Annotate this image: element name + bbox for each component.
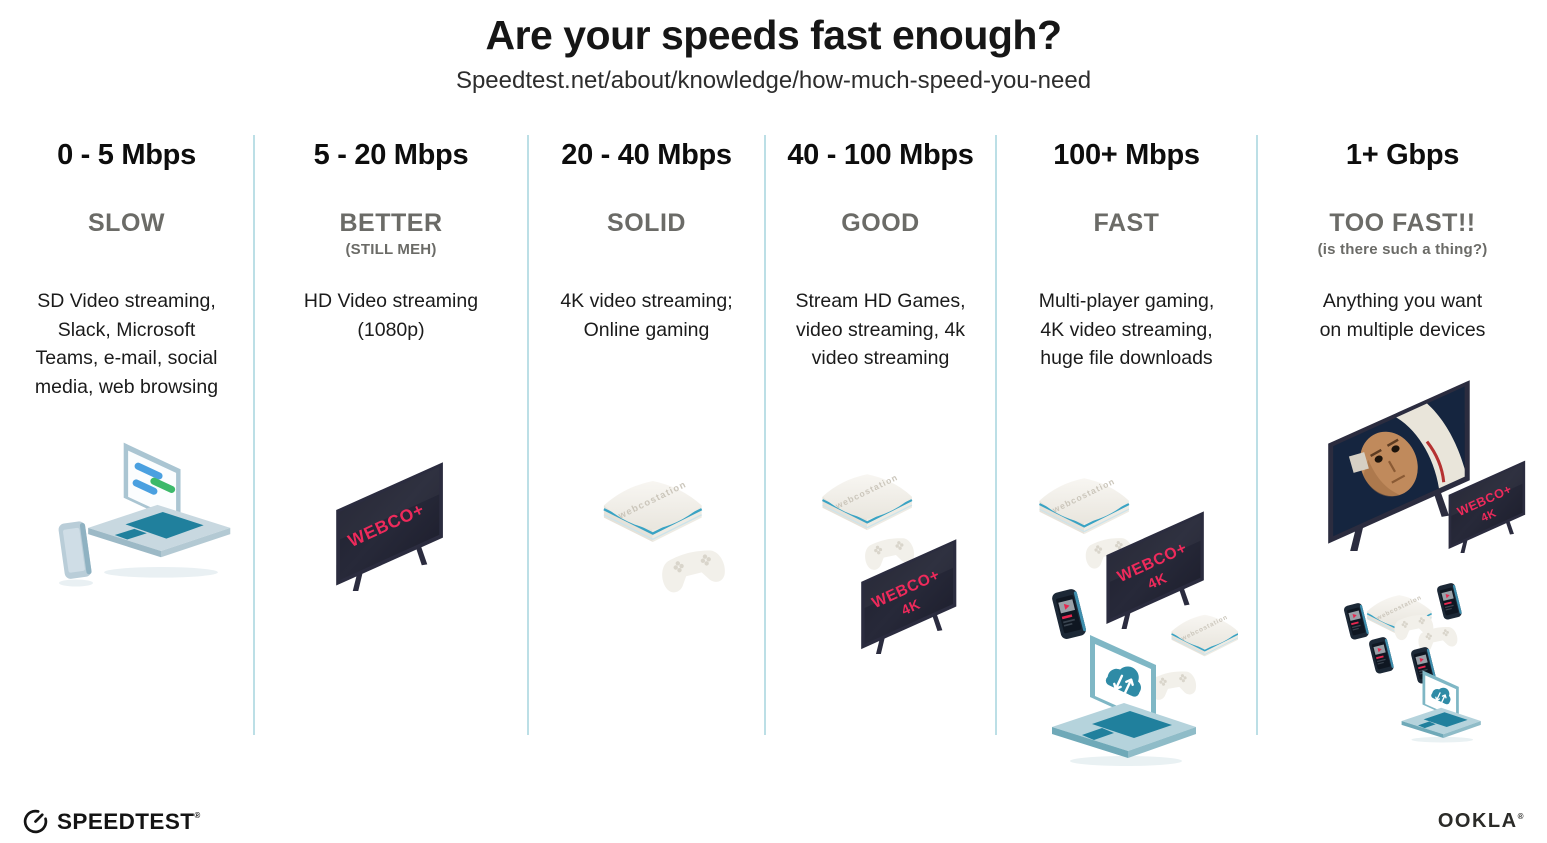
smartphone-video-icon: [1436, 582, 1463, 621]
tier-description: Stream HD Games, video streaming, 4k vid…: [795, 290, 966, 370]
speed-range: 5 - 20 Mbps: [313, 139, 469, 172]
speed-range: 40 - 100 Mbps: [787, 139, 974, 172]
tier-description: HD Video streaming (1080p): [303, 290, 479, 341]
tier-description: 4K video streaming; Online gaming: [560, 290, 733, 341]
page-title: Are your speeds fast enough?: [485, 12, 1062, 58]
column-20-40-mbps: 20 - 40 Mbps SOLID 4K video streaming; O…: [529, 135, 766, 736]
speed-tier-columns: 0 - 5 Mbps SLOW SD Video streaming, Slac…: [0, 135, 1547, 768]
tv-4k-label: 4K: [1145, 570, 1169, 593]
everything-illustration: WEBCO+ 4K: [1328, 380, 1526, 744]
tier-description: Multi-player gaming, 4K video streaming,…: [1038, 290, 1215, 370]
game-console-icon: [1038, 474, 1130, 536]
smartphone-video-icon: [1343, 602, 1370, 641]
tier-description: Anything you want on multiple devices: [1319, 290, 1486, 341]
column-5-20-mbps: 5 - 20 Mbps BETTER (STILL MEH) HD Video …: [255, 135, 529, 736]
column-1-plus-gbps: 1+ Gbps TOO FAST!! (is there such a thin…: [1258, 135, 1547, 744]
tier-label: GOOD: [841, 209, 920, 238]
tier-note: (STILL MEH): [345, 241, 437, 259]
speed-range: 0 - 5 Mbps: [57, 139, 196, 172]
column-40-100-mbps: 40 - 100 Mbps GOOD Stream HD Games, vide…: [766, 135, 997, 736]
column-0-5-mbps: 0 - 5 Mbps SLOW SD Video streaming, Slac…: [0, 135, 255, 736]
game-console-icon: [821, 470, 913, 532]
game-console-icon: [602, 477, 703, 544]
speedtest-logo: SPEEDTEST®: [22, 808, 201, 835]
ookla-logo: OOKLA®: [1437, 810, 1525, 832]
registered-mark: ®: [1517, 812, 1525, 821]
laptop-cloud-download-icon: [1400, 669, 1482, 744]
hd-tv-illustration: WEBCO+: [336, 462, 443, 592]
laptop-chat-icon: [88, 442, 231, 578]
game-controller-icon: [657, 545, 728, 595]
tv-4k-label: 4K: [899, 596, 923, 618]
tv-4k-label: 4K: [1479, 507, 1498, 524]
tier-label: BETTER: [339, 209, 443, 238]
page-subtitle-url: Speedtest.net/about/knowledge/how-much-s…: [455, 67, 1092, 95]
large-tv-icon: [1328, 380, 1470, 552]
column-100-plus-mbps: 100+ Mbps FAST Multi-player gaming, 4K v…: [997, 135, 1258, 768]
game-console-icon: [1170, 613, 1238, 658]
laptop-cloud-download-icon: [1050, 633, 1198, 768]
speed-range: 20 - 40 Mbps: [561, 139, 732, 172]
smartphone-video-icon: [1050, 587, 1088, 641]
astronaut-video-still: [1333, 386, 1465, 537]
header: Are your speeds fast enough? Speedtest.n…: [0, 0, 1547, 95]
tv-4k-icon: WEBCO+ 4K: [861, 539, 957, 655]
registered-mark: ®: [194, 810, 201, 820]
speed-range: 1+ Gbps: [1345, 139, 1460, 172]
speedtest-wordmark: SPEEDTEST®: [57, 808, 201, 834]
tv-4k-icon: WEBCO+ 4K: [1106, 511, 1204, 630]
tier-note: (is there such a thing?): [1317, 241, 1488, 259]
multi-device-illustration: WEBCO+ 4K: [1038, 474, 1238, 768]
console-and-4k-tv-illustration: WEBCO+ 4K: [821, 470, 957, 655]
tier-description: SD Video streaming, Slack, Microsoft Tea…: [34, 290, 219, 399]
speed-range: 100+ Mbps: [1053, 139, 1200, 172]
tier-label: SLOW: [88, 209, 165, 238]
smartphone-icon: [57, 520, 93, 580]
smartphone-video-icon: [1368, 636, 1395, 675]
tier-label: TOO FAST!!: [1329, 209, 1476, 238]
speedtest-gauge-icon: [23, 809, 48, 834]
tv-4k-icon: WEBCO+ 4K: [1448, 460, 1526, 554]
tier-label: SOLID: [607, 209, 686, 238]
tier-label: FAST: [1093, 209, 1160, 238]
laptop-and-phone-illustration: [57, 442, 231, 587]
game-console-illustration: [602, 477, 728, 595]
tv-icon: WEBCO+: [336, 462, 443, 592]
footer: SPEEDTEST® OOKLA®: [0, 808, 1547, 835]
